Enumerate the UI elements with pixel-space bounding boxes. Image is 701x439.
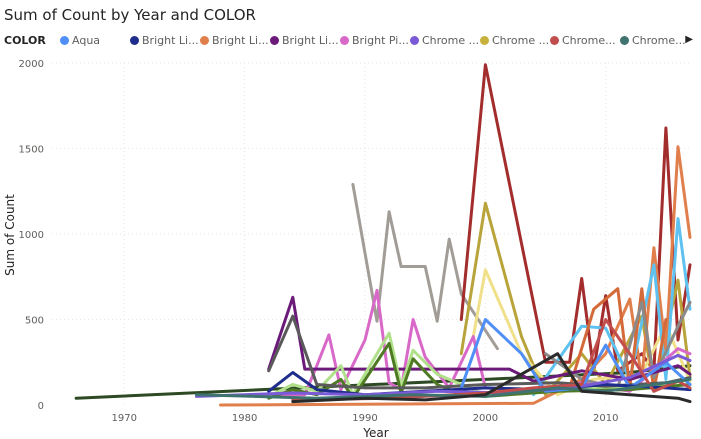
x-tick-label: 2010 (593, 413, 618, 424)
series-lines (74, 63, 692, 407)
y-tick-label: 0 (38, 401, 44, 412)
series-line-14 (459, 318, 692, 393)
y-tick-label: 1500 (19, 145, 44, 156)
series-line-7 (568, 287, 668, 393)
legend-next-arrow-icon[interactable]: ▶ (685, 34, 693, 45)
series-line-18 (195, 377, 692, 400)
legend-label: Bright Li... (212, 34, 269, 47)
legend-label: Bright Pi... (352, 34, 409, 47)
legend-label: Aqua (72, 34, 101, 47)
series-line-19 (291, 352, 692, 404)
series-line-17 (291, 318, 692, 402)
series-line-11 (267, 331, 692, 398)
legend-item[interactable]: Chrome... (620, 34, 686, 47)
y-axis-label: Sum of Count (3, 194, 17, 276)
legend-item[interactable]: Chrome ... (480, 34, 549, 47)
series-line-1 (351, 182, 499, 351)
series-line-9 (267, 288, 692, 397)
legend: COLOR ▶ Aqua Bright Li... Bright Li... Brig… (4, 34, 701, 50)
series-line-8 (544, 300, 692, 390)
legend-item[interactable]: Aqua (60, 34, 100, 47)
legend-dot-icon (340, 36, 349, 45)
legend-dot-icon (270, 36, 279, 45)
series-line-4 (471, 268, 692, 397)
series-line-13 (267, 314, 692, 390)
y-tick-label: 1000 (19, 230, 44, 241)
series-line-3 (459, 201, 692, 397)
legend-item[interactable]: Bright Li... (270, 34, 339, 47)
legend-item[interactable]: Chrome ... (410, 34, 479, 47)
y-tick-label: 2000 (19, 59, 44, 70)
legend-label: Chrome ... (422, 34, 480, 47)
legend-item[interactable]: Bright Pi... (340, 34, 409, 47)
legend-item[interactable]: Chrome... (550, 34, 616, 47)
x-tick-label: 1970 (111, 413, 136, 424)
series-line-5 (219, 145, 692, 407)
legend-dot-icon (60, 36, 69, 45)
x-tick-label: 1980 (232, 413, 257, 424)
legend-label: Chrome... (562, 34, 616, 47)
x-tick-label: 1990 (352, 413, 377, 424)
x-axis-label: Year (362, 426, 388, 439)
legend-item[interactable]: Bright Li... (130, 34, 199, 47)
legend-dot-icon (200, 36, 209, 45)
x-tick-label: 2000 (473, 413, 498, 424)
legend-dot-icon (550, 36, 559, 45)
legend-label: Chrome... (632, 34, 686, 47)
series-line-16 (195, 353, 692, 398)
legend-dot-icon (620, 36, 629, 45)
legend-label: Bright Li... (142, 34, 199, 47)
legend-label: Bright Li... (282, 34, 339, 47)
y-tick-label: 500 (25, 316, 44, 327)
axis-ticks: 0 500 1000 1500 2000 1970 1980 1990 2000 2010 (19, 59, 619, 424)
legend-item[interactable]: Bright Li... (200, 34, 269, 47)
gridlines (52, 62, 690, 405)
series-line-2 (459, 63, 692, 373)
chart-title: Sum of Count by Year and COLOR (4, 6, 256, 24)
series-line-0 (74, 364, 692, 400)
series-line-6 (532, 217, 692, 397)
legend-dot-icon (410, 36, 419, 45)
series-line-10 (267, 295, 692, 383)
series-line-15 (267, 371, 692, 397)
legend-label: Chrome ... (492, 34, 550, 47)
legend-dot-icon (480, 36, 489, 45)
series-line-12 (267, 341, 692, 400)
legend-dot-icon (130, 36, 139, 45)
legend-title: COLOR (4, 34, 46, 47)
